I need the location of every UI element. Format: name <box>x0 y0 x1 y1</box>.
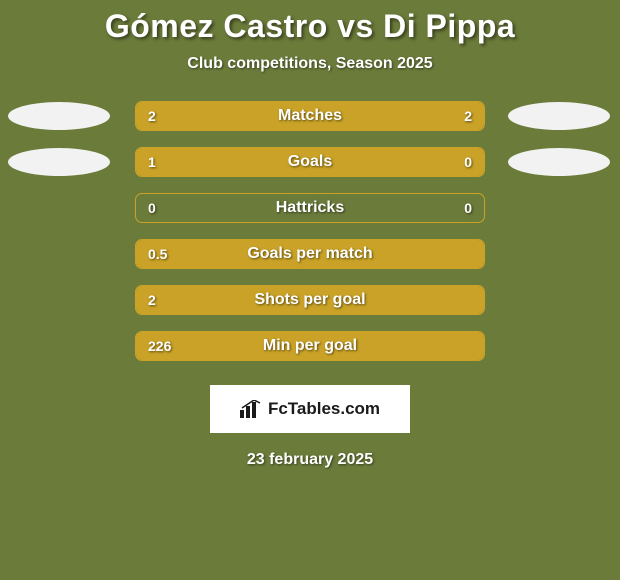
stat-bar-fill-left <box>136 148 397 176</box>
logo-text: FcTables.com <box>268 399 380 419</box>
stat-row: 0 0Hattricks <box>0 193 620 223</box>
stat-bar-fill-left <box>136 240 484 268</box>
player-right-marker <box>508 102 610 130</box>
player-right-marker <box>508 148 610 176</box>
stat-value-right: 0 <box>464 194 472 222</box>
logo-box: FcTables.com <box>210 385 410 433</box>
stat-bar-track: 226Min per goal <box>135 331 485 361</box>
stat-bar-track: 0.5Goals per match <box>135 239 485 269</box>
logo: FcTables.com <box>240 399 380 419</box>
stat-row: 22Matches <box>0 101 620 131</box>
stat-row: 0.5Goals per match <box>0 239 620 269</box>
footer-date: 23 february 2025 <box>0 451 620 469</box>
stat-bar-fill-left <box>136 286 484 314</box>
stat-value-left: 0 <box>148 194 156 222</box>
stats-area: 22Matches 10Goals 0 0Hattricks 0.5Goals per … <box>0 101 620 377</box>
stat-bar-track: 2Shots per goal <box>135 285 485 315</box>
page-subtitle: Club competitions, Season 2025 <box>0 55 620 73</box>
stat-bar-fill-left <box>136 102 310 130</box>
stat-bar-track: 22Matches <box>135 101 485 131</box>
stat-row: 10Goals <box>0 147 620 177</box>
comparison-infographic: Gómez Castro vs Di Pippa Club competitio… <box>0 0 620 580</box>
stat-bar-fill-right <box>310 102 484 130</box>
stat-bar-fill-right <box>397 148 484 176</box>
stat-row: 2Shots per goal <box>0 285 620 315</box>
stat-row: 226Min per goal <box>0 331 620 361</box>
stat-bar-track: 10Goals <box>135 147 485 177</box>
player-left-marker <box>8 102 110 130</box>
player-left-marker <box>8 148 110 176</box>
chart-icon <box>240 400 262 418</box>
stat-label: Hattricks <box>136 194 484 222</box>
stat-bar-track: 0 0Hattricks <box>135 193 485 223</box>
stat-bar-fill-left <box>136 332 484 360</box>
page-title: Gómez Castro vs Di Pippa <box>0 8 620 45</box>
